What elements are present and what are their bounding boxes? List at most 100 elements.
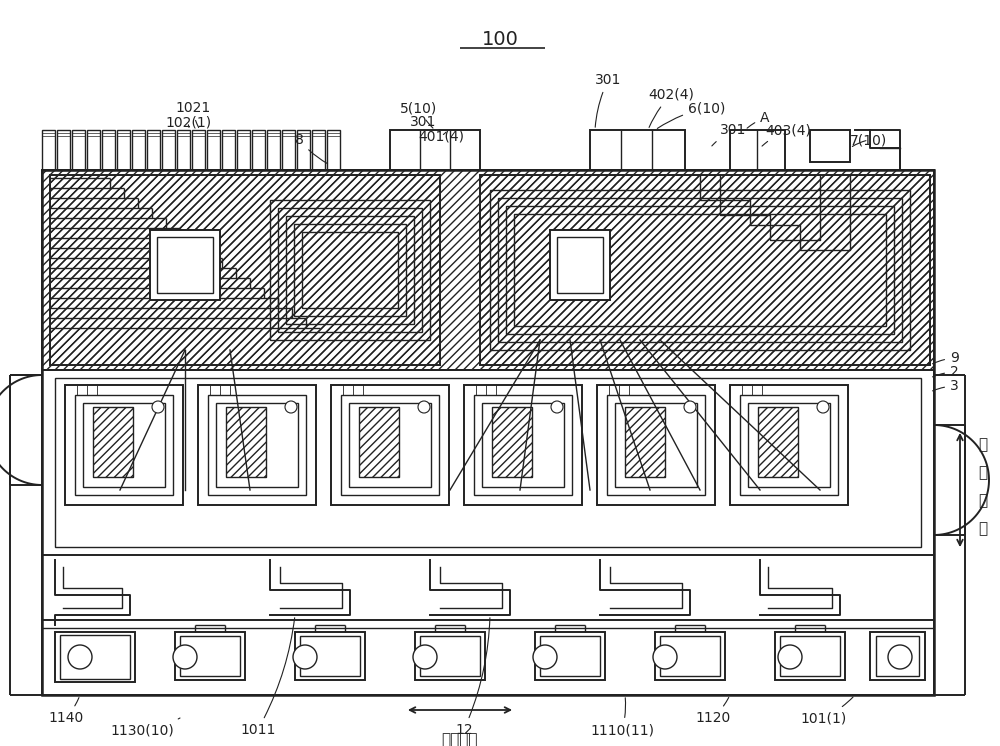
Bar: [147, 130, 160, 170]
Text: 向: 向: [978, 521, 987, 536]
Bar: [775, 632, 845, 680]
Bar: [660, 636, 720, 676]
Bar: [810, 130, 850, 162]
Text: 第一方向: 第一方向: [442, 732, 478, 746]
Bar: [540, 636, 600, 676]
Bar: [207, 130, 220, 170]
Bar: [226, 407, 266, 477]
Circle shape: [551, 401, 563, 413]
Bar: [222, 130, 235, 170]
Bar: [514, 214, 886, 326]
Bar: [780, 636, 840, 676]
Circle shape: [68, 645, 92, 669]
Bar: [270, 200, 430, 340]
Bar: [302, 232, 398, 308]
Text: 7(10): 7(10): [850, 133, 887, 147]
Bar: [216, 403, 298, 487]
Bar: [730, 130, 785, 170]
Bar: [117, 130, 130, 170]
Bar: [198, 385, 316, 505]
Text: 3: 3: [933, 379, 959, 393]
Bar: [730, 385, 848, 505]
Bar: [300, 636, 360, 676]
Text: 301: 301: [595, 73, 621, 128]
Bar: [870, 632, 925, 680]
Bar: [50, 175, 440, 365]
Bar: [162, 130, 175, 170]
Bar: [157, 237, 213, 293]
Bar: [55, 632, 135, 682]
Bar: [341, 395, 439, 495]
Circle shape: [888, 645, 912, 669]
Bar: [557, 237, 603, 293]
Circle shape: [293, 645, 317, 669]
Bar: [83, 403, 165, 487]
Text: 6(10): 6(10): [657, 101, 725, 128]
Circle shape: [778, 645, 802, 669]
Text: 方: 方: [978, 494, 987, 509]
Circle shape: [173, 645, 197, 669]
Text: 第: 第: [978, 437, 987, 453]
Bar: [480, 175, 930, 365]
Bar: [498, 198, 902, 342]
Bar: [480, 175, 930, 365]
Bar: [740, 395, 838, 495]
Bar: [390, 130, 480, 170]
Bar: [42, 170, 934, 370]
Bar: [175, 632, 245, 680]
Bar: [237, 130, 250, 170]
Text: 9: 9: [932, 351, 959, 365]
Bar: [286, 216, 414, 324]
Bar: [331, 385, 449, 505]
Bar: [75, 395, 173, 495]
Bar: [72, 130, 85, 170]
Bar: [625, 407, 665, 477]
Text: 301: 301: [410, 115, 440, 130]
Text: 1110(11): 1110(11): [590, 698, 654, 737]
Text: 5(10): 5(10): [400, 101, 437, 128]
Circle shape: [285, 401, 297, 413]
Bar: [295, 632, 365, 680]
Bar: [57, 130, 70, 170]
Bar: [655, 632, 725, 680]
Bar: [625, 407, 665, 477]
Bar: [876, 636, 919, 676]
Bar: [282, 130, 295, 170]
Text: 402(4): 402(4): [648, 88, 694, 128]
Text: 100: 100: [482, 30, 518, 49]
Text: 403(4): 403(4): [762, 123, 811, 146]
Bar: [42, 620, 934, 695]
Bar: [102, 130, 115, 170]
Bar: [359, 407, 399, 477]
Bar: [192, 130, 205, 170]
Circle shape: [152, 401, 164, 413]
Circle shape: [817, 401, 829, 413]
Text: 1140: 1140: [48, 698, 83, 725]
Bar: [93, 407, 133, 477]
Bar: [55, 378, 921, 547]
Bar: [177, 130, 190, 170]
Bar: [42, 130, 55, 170]
Bar: [294, 224, 406, 316]
Bar: [557, 237, 603, 293]
Bar: [267, 130, 280, 170]
Text: 1011: 1011: [240, 618, 295, 737]
Bar: [252, 130, 265, 170]
Text: 1120: 1120: [695, 698, 730, 725]
Text: 401(4): 401(4): [418, 129, 464, 143]
Bar: [490, 190, 910, 350]
Bar: [132, 130, 145, 170]
Text: 301: 301: [712, 123, 746, 146]
Bar: [278, 208, 422, 332]
Text: 二: 二: [978, 466, 987, 480]
Circle shape: [418, 401, 430, 413]
Bar: [359, 407, 399, 477]
Text: 102(1): 102(1): [165, 115, 211, 129]
Bar: [50, 175, 440, 365]
Bar: [349, 403, 431, 487]
Bar: [748, 403, 830, 487]
Bar: [150, 230, 220, 300]
Circle shape: [533, 645, 557, 669]
Bar: [87, 130, 100, 170]
Bar: [535, 632, 605, 680]
